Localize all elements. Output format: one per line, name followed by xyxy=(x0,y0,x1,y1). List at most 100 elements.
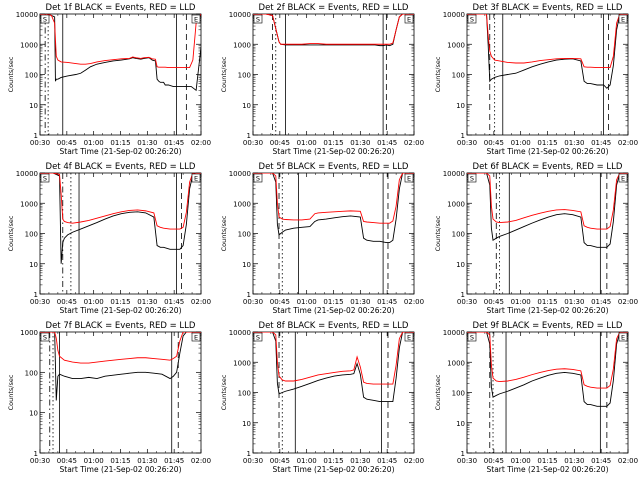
lld-series-line xyxy=(253,173,414,224)
lld-series-line xyxy=(253,332,414,385)
y-tick-label: 1000 xyxy=(233,41,251,49)
y-tick-label: 10 xyxy=(242,420,251,428)
x-tick-label: 00:45 xyxy=(270,457,290,465)
y-tick-label: 10 xyxy=(456,102,465,110)
x-tick-label: 02:00 xyxy=(191,457,211,465)
events-series-line xyxy=(253,332,414,403)
start-marker-box xyxy=(467,14,477,24)
y-tick-label: 10000 xyxy=(229,329,251,337)
y-tick-label: 100 xyxy=(25,231,38,239)
x-tick-label: 01:00 xyxy=(297,139,317,147)
x-tick-label: 01:30 xyxy=(564,298,584,306)
x-tick-label: 00:45 xyxy=(484,457,504,465)
y-axis-label: Counts/sec xyxy=(7,215,15,251)
x-tick-label: 01:00 xyxy=(297,298,317,306)
x-tick-label: 02:00 xyxy=(618,457,638,465)
end-marker-box xyxy=(191,173,201,183)
x-tick-label: 01:00 xyxy=(511,139,531,147)
x-tick-label: 00:45 xyxy=(484,298,504,306)
y-tick-label: 100 xyxy=(238,72,251,80)
x-tick-label: 01:15 xyxy=(110,457,130,465)
x-tick-label: 00:45 xyxy=(57,457,77,465)
y-axis-label: Counts/sec xyxy=(220,56,228,92)
x-tick-label: 01:15 xyxy=(323,298,343,306)
y-tick-label: 10 xyxy=(242,102,251,110)
start-marker-box xyxy=(40,14,50,24)
x-axis-label: Start Time (21-Sep-02 00:26:20) xyxy=(273,465,395,474)
detector-chart-9: Det 9f BLACK = Events, RED = LLD 1 10 100 10… xyxy=(434,321,638,474)
y-tick-label: 10000 xyxy=(443,11,465,19)
end-marker-box-label: E xyxy=(194,175,198,183)
y-tick-label: 1 xyxy=(34,291,38,299)
x-tick-label: 00:45 xyxy=(270,139,290,147)
end-marker-box xyxy=(404,173,414,183)
start-marker-box xyxy=(40,173,50,183)
y-axis-label: Counts/sec xyxy=(434,56,442,92)
y-axis-label: Counts/sec xyxy=(7,374,15,410)
start-marker-box-label: S xyxy=(43,334,47,342)
start-marker-box-label: S xyxy=(43,16,47,24)
y-axis-label: Counts/sec xyxy=(220,215,228,251)
x-axis-label: Start Time (21-Sep-02 00:26:20) xyxy=(60,147,182,156)
chart-title: Det 3f BLACK = Events, RED = LLD xyxy=(473,3,623,13)
start-marker-box-label: S xyxy=(256,16,260,24)
y-tick-label: 1000 xyxy=(20,41,38,49)
x-tick-label: 01:30 xyxy=(350,457,370,465)
start-marker-box-label: S xyxy=(256,334,260,342)
chart-title: Det 8f BLACK = Events, RED = LLD xyxy=(259,321,409,331)
x-tick-label: 01:15 xyxy=(110,139,130,147)
start-marker-box xyxy=(40,332,50,342)
events-series-line xyxy=(40,332,201,401)
start-marker-box xyxy=(467,332,477,342)
end-marker-box xyxy=(618,173,628,183)
y-tick-label: 10000 xyxy=(443,170,465,178)
x-tick-label: 01:15 xyxy=(537,457,557,465)
plot-frame xyxy=(252,13,415,136)
x-tick-label: 00:45 xyxy=(57,139,77,147)
x-tick-label: 01:45 xyxy=(591,139,611,147)
y-tick-label: 1000 xyxy=(447,359,465,367)
start-marker-box xyxy=(253,14,263,24)
events-series-line xyxy=(253,173,414,244)
x-tick-label: 01:30 xyxy=(137,457,157,465)
y-tick-label: 10 xyxy=(29,410,38,418)
plot-frame xyxy=(252,331,415,454)
y-tick-label: 1000 xyxy=(447,41,465,49)
x-tick-label: 01:30 xyxy=(350,139,370,147)
x-tick-label: 01:45 xyxy=(591,298,611,306)
x-axis-label: Start Time (21-Sep-02 00:26:20) xyxy=(487,306,609,315)
y-tick-label: 1 xyxy=(461,291,465,299)
end-marker-box-label: E xyxy=(621,16,625,24)
x-tick-label: 00:45 xyxy=(270,298,290,306)
y-tick-label: 1 xyxy=(247,132,251,140)
detector-chart-1: Det 1f BLACK = Events, RED = LLD 1 10 100 10… xyxy=(7,3,211,156)
x-tick-label: 02:00 xyxy=(404,457,424,465)
end-marker-box-label: E xyxy=(621,175,625,183)
x-tick-label: 00:30 xyxy=(457,139,477,147)
x-tick-label: 01:45 xyxy=(591,457,611,465)
x-tick-label: 01:30 xyxy=(564,457,584,465)
x-tick-label: 00:30 xyxy=(243,298,263,306)
x-tick-label: 01:00 xyxy=(297,457,317,465)
x-tick-label: 01:45 xyxy=(164,457,184,465)
x-tick-label: 02:00 xyxy=(618,298,638,306)
end-marker-box xyxy=(404,14,414,24)
x-tick-label: 00:45 xyxy=(57,298,77,306)
lld-series-line xyxy=(253,14,414,45)
x-tick-label: 01:00 xyxy=(511,298,531,306)
x-tick-label: 02:00 xyxy=(404,139,424,147)
events-series-line xyxy=(467,173,628,248)
end-marker-box-label: E xyxy=(407,334,411,342)
y-tick-label: 10 xyxy=(456,261,465,269)
x-tick-label: 01:30 xyxy=(137,298,157,306)
start-marker-box-label: S xyxy=(470,16,474,24)
x-axis-label: Start Time (21-Sep-02 00:26:20) xyxy=(60,306,182,315)
y-axis-label: Counts/sec xyxy=(7,56,15,92)
x-tick-label: 01:45 xyxy=(164,139,184,147)
chart-title: Det 2f BLACK = Events, RED = LLD xyxy=(259,3,409,13)
y-tick-label: 100 xyxy=(25,72,38,80)
end-marker-box xyxy=(404,332,414,342)
end-marker-box xyxy=(618,332,628,342)
lld-series-line xyxy=(467,173,628,230)
